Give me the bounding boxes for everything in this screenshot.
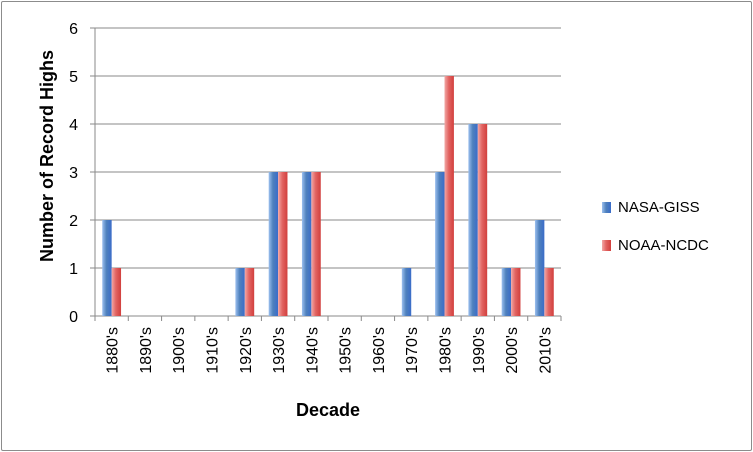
bar-noaa-ncdc-1920s bbox=[244, 268, 255, 316]
y-tick-label: 0 bbox=[69, 309, 78, 326]
gridlines bbox=[95, 27, 561, 269]
y-tick-label: 4 bbox=[69, 117, 78, 134]
axes bbox=[90, 27, 562, 321]
bar-nasa-giss-1920s bbox=[235, 268, 245, 316]
bar-nasa-giss-2010s bbox=[534, 220, 545, 316]
x-tick-label: 1960's bbox=[371, 327, 388, 374]
bar-nasa-giss-1980s bbox=[435, 172, 445, 316]
bar-nasa-giss-1930s bbox=[268, 172, 279, 316]
bar-nasa-giss-1970s bbox=[401, 268, 412, 316]
bar-noaa-ncdc-1930s bbox=[278, 172, 288, 316]
x-tick-label: 1890's bbox=[138, 327, 155, 374]
x-tick-label: 1990's bbox=[471, 327, 488, 374]
bar-noaa-ncdc-1880s bbox=[111, 268, 122, 316]
x-tick-label: 1880's bbox=[105, 327, 122, 374]
legend-swatch-nasa-giss bbox=[602, 202, 611, 213]
bar-noaa-ncdc-1980s bbox=[444, 76, 454, 316]
legend-label-nasa-giss: NASA-GISS bbox=[618, 199, 700, 216]
legend-swatch-noaa-ncdc bbox=[602, 240, 611, 251]
y-tick-label: 2 bbox=[69, 213, 78, 230]
bar-nasa-giss-1880s bbox=[102, 220, 112, 316]
bar-noaa-ncdc-2010s bbox=[544, 268, 554, 316]
x-tick-labels: 1880's 1890's 1900's 1910's 1920's 1930's 1940… bbox=[105, 327, 555, 374]
x-tick-label: 1940's bbox=[304, 327, 321, 374]
y-tick-label: 6 bbox=[69, 21, 78, 38]
y-tick-label: 1 bbox=[69, 261, 78, 278]
y-tick-label: 5 bbox=[69, 69, 78, 86]
x-tick-label: 1980's bbox=[438, 327, 455, 374]
bar-nasa-giss-1990s bbox=[468, 124, 478, 316]
legend-label-noaa-ncdc: NOAA-NCDC bbox=[618, 237, 709, 254]
x-tick-label: 1920's bbox=[238, 327, 255, 374]
x-tick-label: 2010's bbox=[537, 327, 554, 374]
x-tick-label: 1950's bbox=[338, 327, 355, 374]
x-tick-label: 1910's bbox=[205, 327, 222, 374]
x-tick-label: 2000's bbox=[504, 327, 521, 374]
legend: NASA-GISS NOAA-NCDC bbox=[602, 199, 709, 254]
bar-noaa-ncdc-1940s bbox=[311, 172, 321, 316]
bars bbox=[102, 76, 554, 316]
bar-noaa-ncdc-2000s bbox=[511, 268, 521, 316]
y-axis-title: Number of Record Highs bbox=[37, 50, 57, 262]
x-tick-label: 1970's bbox=[404, 327, 421, 374]
x-tick-label: 1930's bbox=[271, 327, 288, 374]
bar-noaa-ncdc-1990s bbox=[477, 124, 488, 316]
bar-nasa-giss-2000s bbox=[501, 268, 512, 316]
y-tick-labels: 0 1 2 3 4 5 6 bbox=[69, 21, 78, 326]
x-axis-title: Decade bbox=[296, 400, 360, 420]
y-tick-label: 3 bbox=[69, 165, 78, 182]
x-tick-label: 1900's bbox=[171, 327, 188, 374]
bar-nasa-giss-1940s bbox=[301, 172, 312, 316]
